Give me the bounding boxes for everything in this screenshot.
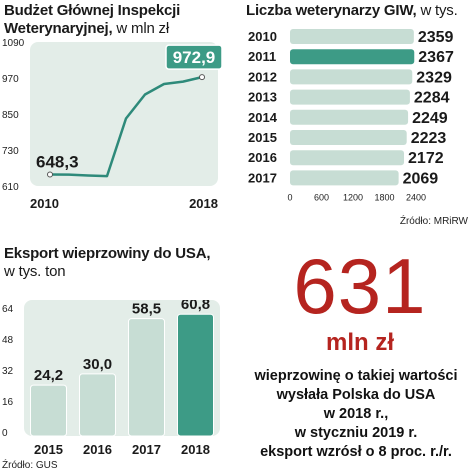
y-tick-label: 32 bbox=[2, 366, 14, 377]
bar bbox=[30, 384, 67, 437]
budget-line-chart: 610 730 850 970 1090 648,3 972,9 2010 2018 bbox=[2, 38, 223, 211]
y-tick-label: 850 bbox=[2, 110, 19, 121]
plot-panel bbox=[24, 300, 220, 436]
export-source: Źródło: GUS bbox=[2, 460, 58, 471]
bar-value-label: 2284 bbox=[414, 90, 450, 107]
category-label: 2012 bbox=[248, 69, 277, 84]
vets-title-unit: w tys. bbox=[420, 2, 458, 19]
bar-value-label: 2172 bbox=[408, 150, 444, 167]
budget-chart-title: Budżet Głównej Inspekcji Weterynaryjnej,… bbox=[4, 2, 232, 38]
category-label: 2017 bbox=[248, 170, 277, 185]
x-tick-label: 600 bbox=[314, 193, 329, 203]
x-tick-label: 2400 bbox=[406, 193, 426, 203]
bar-value-label: 2249 bbox=[412, 110, 448, 127]
bar bbox=[290, 130, 407, 145]
x-tick-label: 2018 bbox=[189, 196, 218, 211]
bar bbox=[290, 150, 405, 166]
bar bbox=[290, 170, 399, 186]
vets-source: Źródło: MRiRW bbox=[399, 216, 468, 227]
category-label: 2014 bbox=[248, 110, 278, 125]
category-label: 2016 bbox=[83, 442, 112, 457]
bar bbox=[290, 89, 410, 105]
y-tick-label: 48 bbox=[2, 335, 14, 346]
category-label: 2015 bbox=[248, 130, 277, 145]
plot-panel bbox=[30, 42, 218, 186]
bar-value-label: 58,5 bbox=[132, 301, 161, 318]
y-tick-label: 730 bbox=[2, 146, 19, 157]
last-value-label: 972,9 bbox=[173, 48, 216, 67]
category-label: 2016 bbox=[248, 150, 277, 165]
y-tick-label: 970 bbox=[2, 74, 19, 85]
export-title-text: Eksport wieprzowiny do USA, bbox=[4, 245, 211, 262]
vets-chart-title: Liczba weterynarzy GIW, w tys. bbox=[246, 2, 474, 20]
bar bbox=[290, 109, 409, 125]
description-line: wysłała Polska do USA bbox=[276, 387, 436, 403]
x-tick-label: 2010 bbox=[30, 196, 59, 211]
last-value-box bbox=[165, 44, 223, 70]
export-bar-chart: 0 16 32 48 64 24,2 2015 30,0 2016 58,5 2017 60,8 201… bbox=[2, 300, 220, 457]
export-chart-title: Eksport wieprzowiny do USA, w tys. ton bbox=[4, 245, 244, 281]
budget-title-text: Budżet Głównej Inspekcji Weterynaryjnej, bbox=[4, 2, 181, 37]
bar-value-label: 2329 bbox=[416, 69, 452, 86]
bar-value-label: 2223 bbox=[411, 130, 447, 147]
y-tick-label: 1090 bbox=[2, 38, 25, 49]
export-title-unit: w tys. ton bbox=[4, 263, 66, 280]
vets-title-text: Liczba weterynarzy GIW, bbox=[246, 2, 417, 19]
bar bbox=[290, 49, 415, 65]
highlight-unit: mln zł bbox=[325, 329, 394, 356]
category-label: 2011 bbox=[248, 49, 276, 64]
category-label: 2015 bbox=[34, 442, 63, 457]
description-line: eksport wzrósł o 8 proc. r./r. bbox=[260, 444, 452, 460]
x-tick-label: 1800 bbox=[374, 193, 394, 203]
bar-value-label: 2069 bbox=[403, 170, 439, 187]
bar bbox=[128, 318, 165, 437]
y-tick-label: 64 bbox=[2, 304, 14, 315]
budget-line bbox=[49, 75, 203, 178]
description-line: wieprzowinę o takiej wartości bbox=[254, 368, 458, 384]
bar bbox=[177, 313, 214, 437]
bar-value-label: 24,2 bbox=[34, 367, 63, 384]
highlight-description: wieprzowinę o takiej wartości wysłała Pol… bbox=[238, 367, 474, 462]
first-value-label: 648,3 bbox=[36, 153, 79, 172]
x-tick-label: 0 bbox=[287, 193, 292, 203]
bar-value-label: 30,0 bbox=[83, 356, 112, 373]
bar bbox=[290, 69, 413, 85]
first-label-bg bbox=[34, 152, 92, 171]
x-tick-label: 1200 bbox=[343, 193, 363, 203]
bar bbox=[290, 29, 414, 44]
category-label: 2013 bbox=[248, 90, 277, 105]
y-tick-label: 16 bbox=[2, 397, 14, 408]
highlight-number: 631 bbox=[293, 242, 427, 330]
bar-value-label: 2359 bbox=[418, 29, 454, 46]
y-tick-label: 0 bbox=[2, 428, 8, 439]
data-point bbox=[199, 74, 205, 81]
bar-value-label: 60,8 bbox=[181, 300, 210, 313]
data-point bbox=[47, 171, 53, 178]
budget-title-unit: w mln zł bbox=[116, 20, 169, 37]
category-label: 2017 bbox=[132, 442, 161, 457]
y-tick-label: 610 bbox=[2, 182, 19, 193]
bar bbox=[79, 373, 116, 437]
category-label: 2018 bbox=[181, 442, 210, 457]
description-line: w styczniu 2019 r. bbox=[294, 425, 418, 441]
bar-value-label: 2367 bbox=[418, 49, 454, 66]
vets-bar-chart: 2010 2359 2011 2367 2012 2329 2013 2284 2014 2249… bbox=[248, 29, 454, 203]
description-line: w 2018 r., bbox=[323, 406, 389, 422]
category-label: 2010 bbox=[248, 29, 277, 44]
